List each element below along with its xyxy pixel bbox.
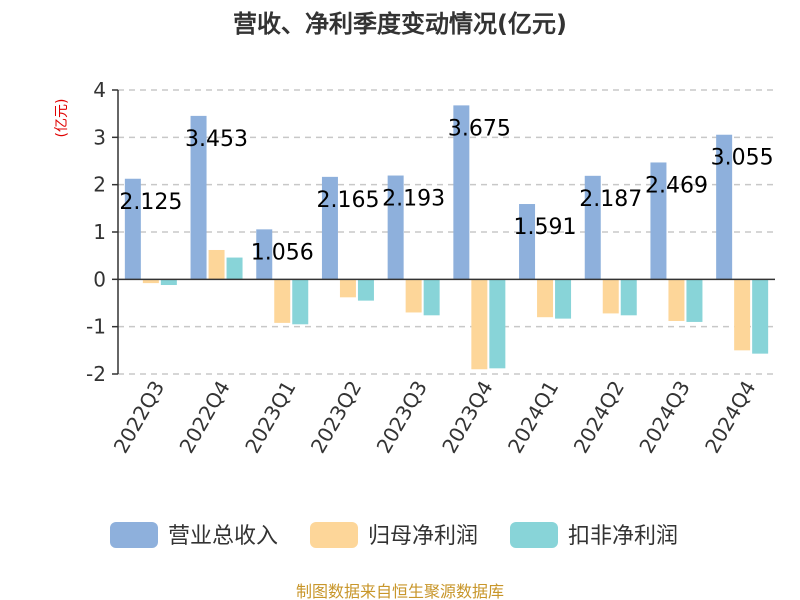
- legend-swatch: [110, 522, 158, 548]
- x-tick-label: 2023Q2: [306, 377, 366, 458]
- data-label: 2.165: [316, 188, 379, 213]
- bar: [650, 162, 667, 280]
- bar: [256, 229, 273, 280]
- x-tick-label: 2024Q4: [700, 377, 760, 458]
- y-axis-ticks: 4 3 2 1 0 -1 -2: [86, 78, 118, 386]
- bar: [190, 115, 207, 280]
- data-label: 2.469: [645, 173, 708, 198]
- data-label: 3.675: [448, 116, 511, 141]
- bar: [752, 279, 769, 354]
- y-axis-label: (亿元): [54, 99, 70, 138]
- data-label: 1.056: [251, 240, 314, 265]
- bar: [620, 279, 637, 316]
- legend-swatch: [510, 522, 558, 548]
- bar: [584, 175, 601, 280]
- legend-label: 扣非净利润: [568, 524, 678, 549]
- y-tick-label: -2: [86, 362, 106, 386]
- y-tick-label: 2: [93, 173, 106, 197]
- legend-item[interactable]: 营业总收入: [110, 522, 278, 549]
- x-tick-label: 2024Q3: [634, 377, 694, 458]
- y-tick-label: 3: [93, 125, 106, 149]
- bar: [208, 249, 225, 280]
- bar: [734, 279, 751, 351]
- bar: [321, 176, 338, 280]
- bar: [357, 279, 374, 301]
- x-axis-ticks: 2022Q3 2022Q4 2023Q1 2023Q2 2023Q3 2023Q4 2024…: [109, 377, 761, 458]
- x-tick-label: 2022Q3: [109, 377, 169, 458]
- y-tick-label: 4: [93, 78, 106, 102]
- x-tick-label: 2023Q1: [240, 377, 300, 458]
- chart-title: 营收、净利季度变动情况(亿元): [233, 10, 567, 38]
- data-label: 2.187: [579, 187, 642, 212]
- data-source-note: 制图数据来自恒生聚源数据库: [296, 582, 504, 600]
- x-tick-label: 2022Q4: [174, 377, 234, 458]
- bar: [602, 279, 619, 314]
- data-label: 2.125: [119, 190, 182, 215]
- bar: [686, 279, 703, 322]
- bar: [471, 279, 488, 370]
- y-tick-label: 0: [93, 267, 106, 291]
- y-tick-label: -1: [86, 315, 106, 339]
- legend-item[interactable]: 扣非净利润: [510, 522, 678, 549]
- bar: [668, 279, 685, 321]
- bar: [453, 105, 470, 280]
- x-tick-label: 2023Q3: [372, 377, 432, 458]
- bar: [423, 279, 440, 316]
- bar: [142, 279, 159, 284]
- legend[interactable]: 营业总收入 归母净利润 扣非净利润: [110, 522, 678, 549]
- legend-label: 归母净利润: [368, 524, 478, 549]
- bar: [537, 279, 554, 318]
- bar: [387, 175, 404, 280]
- data-label: 3.055: [711, 146, 774, 171]
- data-label: 1.591: [514, 215, 577, 240]
- bar: [274, 279, 291, 323]
- data-label: 3.453: [185, 127, 248, 152]
- bar: [124, 178, 141, 280]
- legend-label: 营业总收入: [168, 524, 278, 549]
- data-label: 2.193: [382, 187, 445, 212]
- bar: [160, 279, 177, 286]
- bar: [339, 279, 356, 298]
- axes: [117, 90, 775, 374]
- data-labels: 2.125 3.453 1.056 2.165 2.193 3.675 1.5912.187…: [119, 116, 773, 265]
- bar: [292, 279, 309, 325]
- legend-swatch: [310, 522, 358, 548]
- x-tick-label: 2024Q1: [503, 377, 563, 458]
- bars: [124, 105, 769, 370]
- bar: [716, 134, 733, 280]
- x-tick-label: 2024Q2: [569, 377, 629, 458]
- bar: [519, 204, 536, 280]
- bar: [226, 257, 243, 280]
- x-tick-label: 2023Q4: [437, 377, 497, 458]
- bar: [405, 279, 422, 313]
- legend-item[interactable]: 归母净利润: [310, 522, 478, 549]
- y-tick-label: 1: [93, 220, 106, 244]
- bar: [489, 279, 506, 369]
- bar: [555, 279, 572, 319]
